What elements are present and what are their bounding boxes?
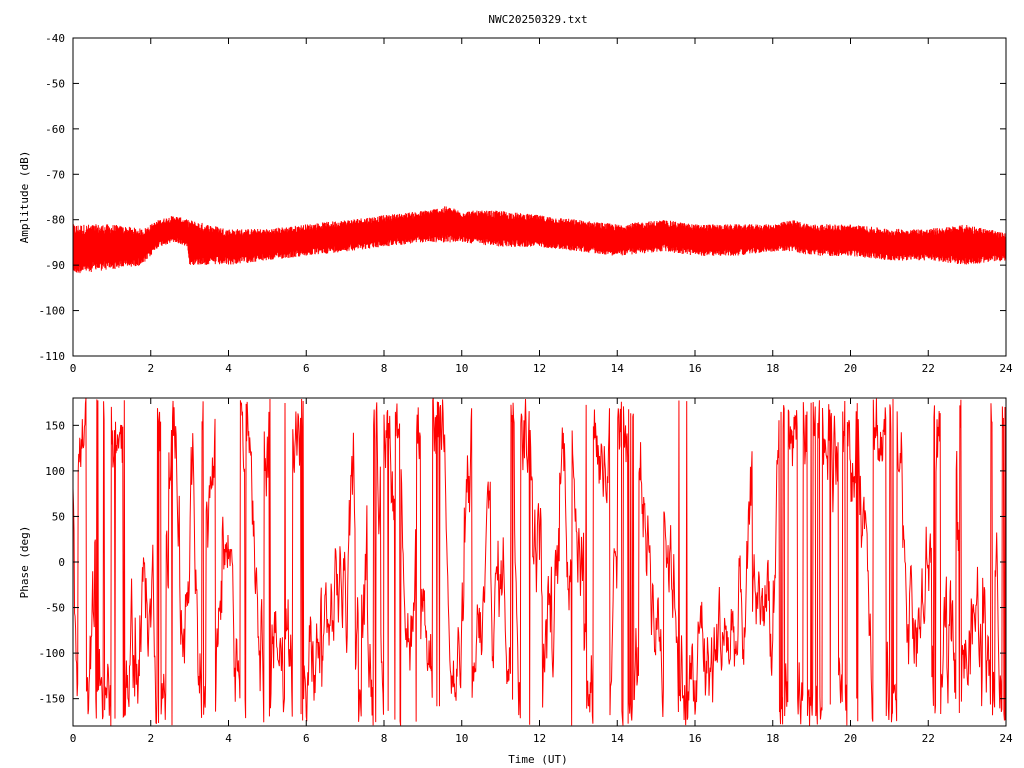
amplitude-y-axis-label: Amplitude (dB) bbox=[18, 151, 31, 244]
phase-plot-frame bbox=[72, 397, 1007, 727]
phase-y-tick-label: 0 bbox=[58, 556, 65, 569]
amplitude-plot-frame bbox=[72, 37, 1007, 357]
phase-series-line bbox=[72, 397, 1007, 726]
phase-y-tick-label: -100 bbox=[39, 647, 66, 660]
amplitude-panel: 0 2 4 6 8 10 12 14 16 18 20 22 24-110-100-90-80-70-6… bbox=[18, 32, 1013, 375]
amplitude-x-tick-label: 12 bbox=[533, 362, 546, 375]
amplitude-x-tick-label: 10 bbox=[455, 362, 468, 375]
phase-x-tick-label: 10 bbox=[455, 732, 468, 745]
amplitude-y-tick-label: -110 bbox=[39, 350, 66, 363]
amplitude-y-tick-label: -90 bbox=[45, 259, 65, 272]
phase-panel: 0 2 4 6 8 10 12 14 16 18 20 22 24-150-100-5005010015… bbox=[18, 397, 1013, 766]
phase-x-tick-label: 8 bbox=[381, 732, 388, 745]
amplitude-y-tick-label: -50 bbox=[45, 77, 65, 90]
amplitude-x-tick-label: 20 bbox=[844, 362, 857, 375]
amplitude-x-tick-label: 4 bbox=[225, 362, 232, 375]
phase-ticks: 0 2 4 6 8 10 12 14 16 18 20 22 24-150-100-5005010015… bbox=[39, 398, 1013, 745]
phase-x-tick-label: 4 bbox=[225, 732, 232, 745]
amplitude-y-tick-label: -40 bbox=[45, 32, 65, 45]
phase-x-tick-label: 0 bbox=[70, 732, 77, 745]
phase-y-tick-label: 150 bbox=[45, 419, 65, 432]
phase-x-tick-label: 16 bbox=[688, 732, 701, 745]
phase-y-axis-label: Phase (deg) bbox=[18, 526, 31, 599]
phase-y-tick-label: 50 bbox=[52, 510, 65, 523]
phase-y-tick-label: -150 bbox=[39, 693, 66, 706]
amplitude-series-line bbox=[72, 206, 1007, 274]
amplitude-series bbox=[72, 206, 1007, 274]
amplitude-ticks: 0 2 4 6 8 10 12 14 16 18 20 22 24-110-100-90-80-70-6… bbox=[39, 32, 1013, 375]
amplitude-x-tick-label: 18 bbox=[766, 362, 779, 375]
amplitude-x-tick-label: 0 bbox=[70, 362, 77, 375]
phase-x-tick-label: 2 bbox=[147, 732, 154, 745]
phase-x-tick-label: 18 bbox=[766, 732, 779, 745]
amplitude-y-tick-label: -70 bbox=[45, 168, 65, 181]
phase-x-tick-label: 14 bbox=[611, 732, 625, 745]
amplitude-y-tick-label: -100 bbox=[39, 305, 66, 318]
amplitude-y-tick-label: -80 bbox=[45, 214, 65, 227]
phase-x-tick-label: 6 bbox=[303, 732, 310, 745]
amplitude-x-tick-label: 16 bbox=[688, 362, 701, 375]
amplitude-y-tick-label: -60 bbox=[45, 123, 65, 136]
phase-y-tick-label: -50 bbox=[45, 602, 65, 615]
phase-x-axis-label: Time (UT) bbox=[508, 753, 568, 766]
amplitude-x-tick-label: 2 bbox=[147, 362, 154, 375]
chart-title: NWC20250329.txt bbox=[488, 13, 587, 26]
amplitude-x-tick-label: 22 bbox=[922, 362, 935, 375]
phase-y-tick-label: 100 bbox=[45, 465, 65, 478]
amplitude-x-tick-label: 14 bbox=[611, 362, 625, 375]
amplitude-x-tick-label: 6 bbox=[303, 362, 310, 375]
phase-x-tick-label: 12 bbox=[533, 732, 546, 745]
amplitude-x-tick-label: 8 bbox=[381, 362, 388, 375]
amplitude-x-tick-label: 24 bbox=[999, 362, 1013, 375]
phase-x-tick-label: 22 bbox=[922, 732, 935, 745]
phase-x-tick-label: 20 bbox=[844, 732, 857, 745]
phase-x-tick-label: 24 bbox=[999, 732, 1013, 745]
phase-series bbox=[72, 397, 1007, 726]
